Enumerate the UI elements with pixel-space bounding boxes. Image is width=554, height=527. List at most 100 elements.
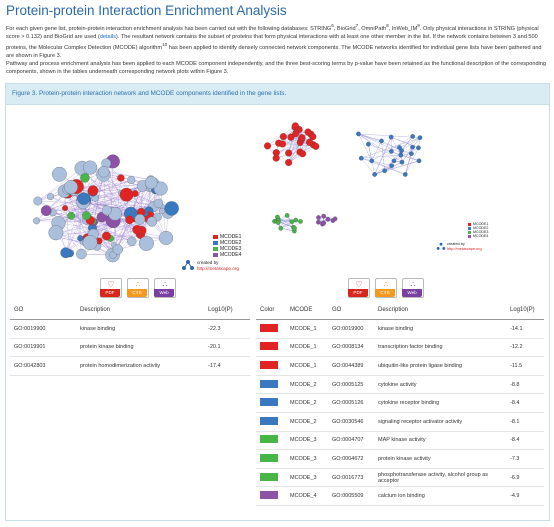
- legend-swatch: [468, 226, 471, 230]
- cys-download-button[interactable]: ∴ CYS: [127, 278, 149, 298]
- table-row: MCODE_1 GO:0044389 ubiquitin-like protein …: [256, 356, 544, 376]
- mcode-credit: created by http://metascape.org: [447, 242, 482, 251]
- legend-mcode4: MCODE4: [213, 252, 241, 258]
- intro-text-1e: . Only physical interactions in STRING (…: [6, 25, 539, 40]
- go-id: GO:0044389: [328, 356, 374, 376]
- intro-text-1d: , InWeb_IM: [388, 25, 418, 32]
- mcode-legend: MCODE1 MCODE2 MCODE3 MCODE4: [213, 234, 241, 258]
- log-p-value: -20.1: [204, 338, 250, 358]
- go-id: GO:0019901: [10, 338, 76, 358]
- pdf-icon: ♡: [107, 280, 115, 289]
- color-swatch: [256, 412, 286, 432]
- log-p-value: -8.4: [506, 431, 544, 451]
- log-p-value: -4.9: [506, 486, 544, 506]
- details-link[interactable]: details: [99, 33, 116, 40]
- col-go: GO: [10, 301, 76, 320]
- go-id: GO:0019900: [328, 319, 374, 339]
- legend-mcode3: MCODE3: [213, 246, 241, 252]
- network-export-buttons: ♡ PDF ∴ CYS ∴ Web: [100, 278, 176, 298]
- metascape-link[interactable]: http://metascape.org: [197, 265, 239, 271]
- intro-text: For each given gene list, protein-protei…: [6, 22, 549, 77]
- web-view-button[interactable]: ∴ Web: [154, 278, 176, 298]
- legend-mcode3-small: MCODE3: [468, 230, 488, 234]
- pdf-icon: ♡: [355, 280, 363, 289]
- mcode-name: MCODE_3: [286, 449, 328, 469]
- table-row: GO:0042803 protein homodimerization acti…: [10, 356, 250, 376]
- web-view-button-mcode[interactable]: ∴ Web: [402, 278, 424, 298]
- log-p-value: -8.4: [506, 393, 544, 413]
- legend-mcode1: MCODE1: [213, 234, 241, 240]
- intro-text-1f: ). The resultant network contains the su…: [6, 33, 538, 52]
- pdf-label: PDF: [100, 289, 120, 297]
- mcode-color-swatch: [260, 435, 278, 444]
- mcode-name: MCODE_3: [286, 468, 328, 488]
- pdf-download-button[interactable]: ♡ PDF: [100, 278, 122, 298]
- mcode-name: MCODE_4: [286, 486, 328, 506]
- metascape-link-small[interactable]: http://metascape.org: [447, 246, 482, 251]
- mcode-export-buttons: ♡ PDF ∴ CYS ∴ Web: [348, 278, 424, 298]
- intro-text-1a: For each given gene list, protein-protei…: [6, 25, 332, 32]
- mcode-color-swatch: [260, 323, 278, 332]
- credit-text: created by: [197, 260, 219, 265]
- component-nodes: [316, 213, 338, 227]
- figure-panel: Figure 3. Protein-protein interaction ne…: [5, 83, 550, 521]
- network-nodes: [33, 154, 179, 263]
- web-label: Web: [402, 289, 422, 297]
- go-description: kinase binding: [374, 319, 506, 339]
- col-color: Color: [256, 301, 286, 320]
- metascape-logo-small: [436, 242, 446, 250]
- mcode-color-swatch: [260, 379, 278, 388]
- mcode-color-swatch: [260, 472, 278, 481]
- go-description: ubiquitin-like protein ligase binding: [374, 356, 506, 376]
- legend-swatch: [213, 234, 218, 239]
- cys-label: CYS: [127, 289, 147, 297]
- color-swatch: [256, 449, 286, 469]
- go-id: GO:0004707: [328, 431, 374, 451]
- color-swatch: [256, 393, 286, 413]
- metascape-logo: [182, 260, 194, 270]
- legend-label: MCODE2: [473, 226, 489, 230]
- color-swatch: [256, 431, 286, 451]
- legend-label: MCODE3: [473, 230, 489, 234]
- go-description: transcription factor binding: [374, 338, 506, 358]
- legend-swatch: [213, 252, 218, 257]
- log-p-value: -12.2: [506, 338, 544, 358]
- network-enrichment-table: GO Description Log10(P) GO:0019900 kinas…: [10, 301, 250, 376]
- col-description: Description: [374, 301, 506, 320]
- component-nodes: [356, 131, 423, 177]
- go-id: GO:0019900: [10, 319, 76, 339]
- mcode-name: MCODE_1: [286, 356, 328, 376]
- cytoscape-icon: ∴: [383, 280, 389, 289]
- mcode-color-swatch: [260, 342, 278, 351]
- table-header-row: Color MCODE GO Description Log10(P): [256, 301, 544, 320]
- mcode-table-body: MCODE_1 GO:0019900 kinase binding -14.1 MCOD…: [256, 319, 544, 506]
- page-title: Protein-protein Interaction Enrichment A…: [6, 3, 287, 18]
- ppi-network-plot: [33, 154, 179, 263]
- table-row: GO:0019901 protein kinase binding -20.1: [10, 338, 250, 358]
- go-id: GO:0004672: [328, 449, 374, 469]
- mcode-components-plot: [264, 122, 423, 234]
- go-id: GO:0008134: [328, 338, 374, 358]
- legend-label: MCODE2: [220, 240, 242, 246]
- figure-header: Figure 3. Protein-protein interaction ne…: [6, 84, 549, 105]
- ref-8: 8: [386, 23, 389, 28]
- table-row: MCODE_3 GO:0004707 MAP kinase activity -8.4: [256, 431, 544, 451]
- go-id: GO:0042803: [10, 356, 76, 376]
- pdf-download-button-mcode[interactable]: ♡ PDF: [348, 278, 370, 298]
- cys-label: CYS: [375, 289, 395, 297]
- legend-label: MCODE3: [220, 246, 242, 252]
- table-row: MCODE_2 GO:0005126 cytokine receptor bindi…: [256, 393, 544, 413]
- log-p-value: -8.8: [506, 375, 544, 395]
- figure-caption: Figure 3. Protein-protein interaction ne…: [12, 90, 287, 97]
- go-id: GO:0005509: [328, 486, 374, 506]
- color-swatch: [256, 338, 286, 358]
- web-label: Web: [154, 289, 174, 297]
- cytoscape-icon: ∴: [135, 280, 141, 289]
- color-swatch: [256, 468, 286, 488]
- legend-label: MCODE4: [473, 234, 489, 238]
- log-p-value: -17.4: [204, 356, 250, 376]
- cys-download-button-mcode[interactable]: ∴ CYS: [375, 278, 397, 298]
- ref-6: 6: [331, 23, 334, 28]
- component-nodes: [272, 213, 303, 234]
- go-description: protein kinase binding: [76, 338, 204, 358]
